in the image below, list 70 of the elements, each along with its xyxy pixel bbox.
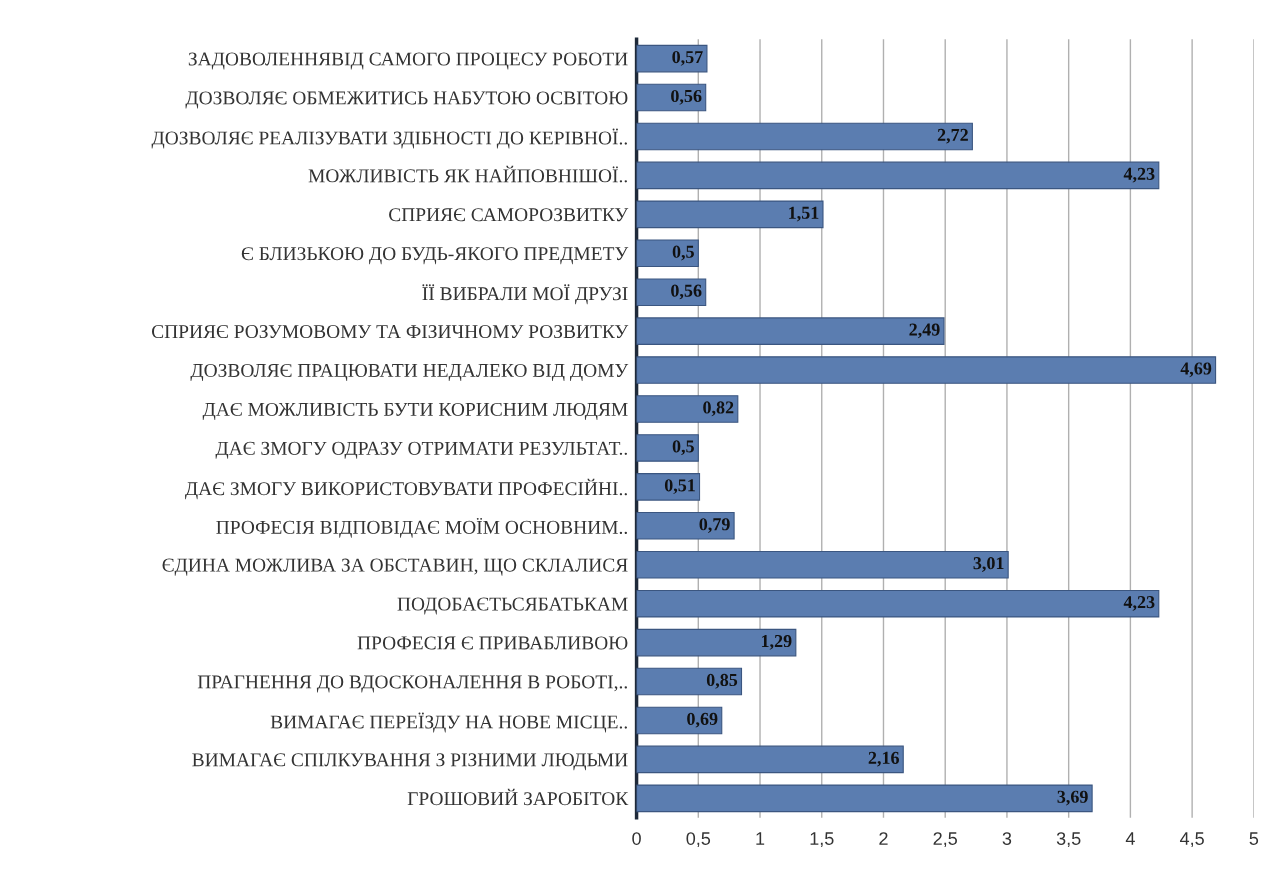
y-tick-label: ПРОФЕСІЯ ВІДПОВІДАЄ МОЇМ ОСНОВНИМ.. [216,517,627,538]
bar [636,706,723,735]
y-tick-label: ЗАДОВОЛЕННЯВІД САМОГО ПРОЦЕСУ РОБОТИ [188,52,628,70]
data-label: 0,5 [672,245,694,261]
data-label: 0,82 [703,401,734,417]
bar [636,512,735,540]
bar [636,395,739,423]
y-tick-label: Є БЛИЗЬКОЮ ДО БУДЬ-ЯКОГО ПРЕДМЕТУ [241,247,629,265]
bar [636,784,1093,813]
data-label: 0,85 [706,673,738,689]
bar [636,550,1009,579]
bar [636,278,707,307]
y-tick-label: СПРИЯЄ САМОРОЗВИТКУ [389,208,629,222]
data-label: 2,72 [937,128,968,144]
bar [636,434,699,462]
y-tick-label: ПРАГНЕННЯ ДО ВДОСКОНАЛЕННЯ В РОБОТІ,.. [197,675,627,693]
x-tick-label: 2 [879,832,888,845]
y-tick-label: ЄДИНА МОЖЛИВА ЗА ОБСТАВИН, ЩО СКЛАЛИСЯ [162,558,628,576]
data-label: 2,16 [868,751,899,767]
x-tick-label: 5 [1249,832,1259,845]
bar [636,473,701,501]
x-tick-label: 3,5 [1056,832,1081,848]
bar [636,589,1160,618]
bar [636,200,824,229]
bar [636,44,708,73]
y-tick-label: СПРИЯЄ РОЗУМОВОМУ ТА ФІЗИЧНОМУ РОЗВИТКУ [151,325,629,339]
data-label: 3,01 [973,557,1004,572]
y-tick-label: ВИМАГАЄ СПІЛКУВАННЯ З РІЗНИМИ ЛЮДЬМИ [192,753,628,771]
data-label: 0,56 [671,284,702,300]
data-label: 2,49 [909,323,940,339]
data-label: 3,69 [1057,790,1088,806]
bar [636,317,945,345]
data-label: 1,29 [761,634,792,650]
x-tick-label: 1 [756,832,765,845]
data-label: 0,5 [672,440,694,456]
bar [636,667,743,696]
y-tick-label: ЇЇ ВИБРАЛИ МОЇ ДРУЗІ [422,284,628,305]
y-tick-label: ВИМАГАЄ ПЕРЕЇЗДУ НА НОВЕ МІСЦЕ.. [270,712,627,733]
y-tick-label: ПРОФЕСІЯ Є ПРИВАБЛИВОЮ [357,636,628,650]
data-label: 0,57 [672,50,703,66]
y-tick-label: ДОЗВОЛЯЄ ОБМЕЖИТИСЬ НАБУТОЮ ОСВІТОЮ [185,91,628,109]
x-tick-label: 4 [1125,832,1135,845]
bar [636,356,1217,384]
bar [636,628,797,657]
x-tick-label: 0 [632,832,641,845]
y-tick-label: ДАЄ ЗМОГУ ОДРАЗУ ОТРИМАТИ РЕЗУЛЬТАТ.. [215,441,627,459]
y-tick-label: ДАЄ МОЖЛИВІСТЬ БУТИ КОРИСНИМ ЛЮДЯМ [202,402,628,420]
x-tick-label: 2,5 [933,832,957,848]
data-label: 0,51 [664,479,695,495]
x-tick-label: 3 [1002,832,1012,845]
data-label: 0,56 [671,89,702,105]
x-tick-label: 4,5 [1179,832,1204,848]
data-label: 4,69 [1180,362,1212,378]
data-label: 0,69 [687,712,718,728]
x-tick-label: 0,5 [686,832,711,848]
y-tick-label: ПОДОБАЄТЬСЯБАТЬКАМ [397,597,628,615]
y-tick-label: ДОЗВОЛЯЄ РЕАЛІЗУВАТИ ЗДІБНОСТІ ДО КЕРІВНОЇ.. [151,128,627,149]
bar [636,239,699,268]
x-tick-label: 1,5 [810,832,834,848]
y-tick-label: ГРОШОВИЙ ЗАРОБІТОК [407,788,629,806]
bar [636,161,1160,190]
data-label: 1,51 [789,206,819,222]
bar [636,122,973,151]
data-label: 4,23 [1123,596,1155,611]
y-tick-label: ДОЗВОЛЯЄ ПРАЦЮВАТИ НЕДАЛЕКО ВІД ДОМУ [190,363,629,381]
bar [636,745,904,774]
y-tick-label: ДАЄ ЗМОГУ ВИКОРИСТОВУВАТИ ПРОФЕСІЙНІ.. [185,478,627,500]
y-tick-label: МОЖЛИВІСТЬ ЯК НАЙПОВНІШОЇ.. [308,165,627,183]
data-label: 4,23 [1123,167,1155,183]
data-label: 0,79 [699,518,730,533]
